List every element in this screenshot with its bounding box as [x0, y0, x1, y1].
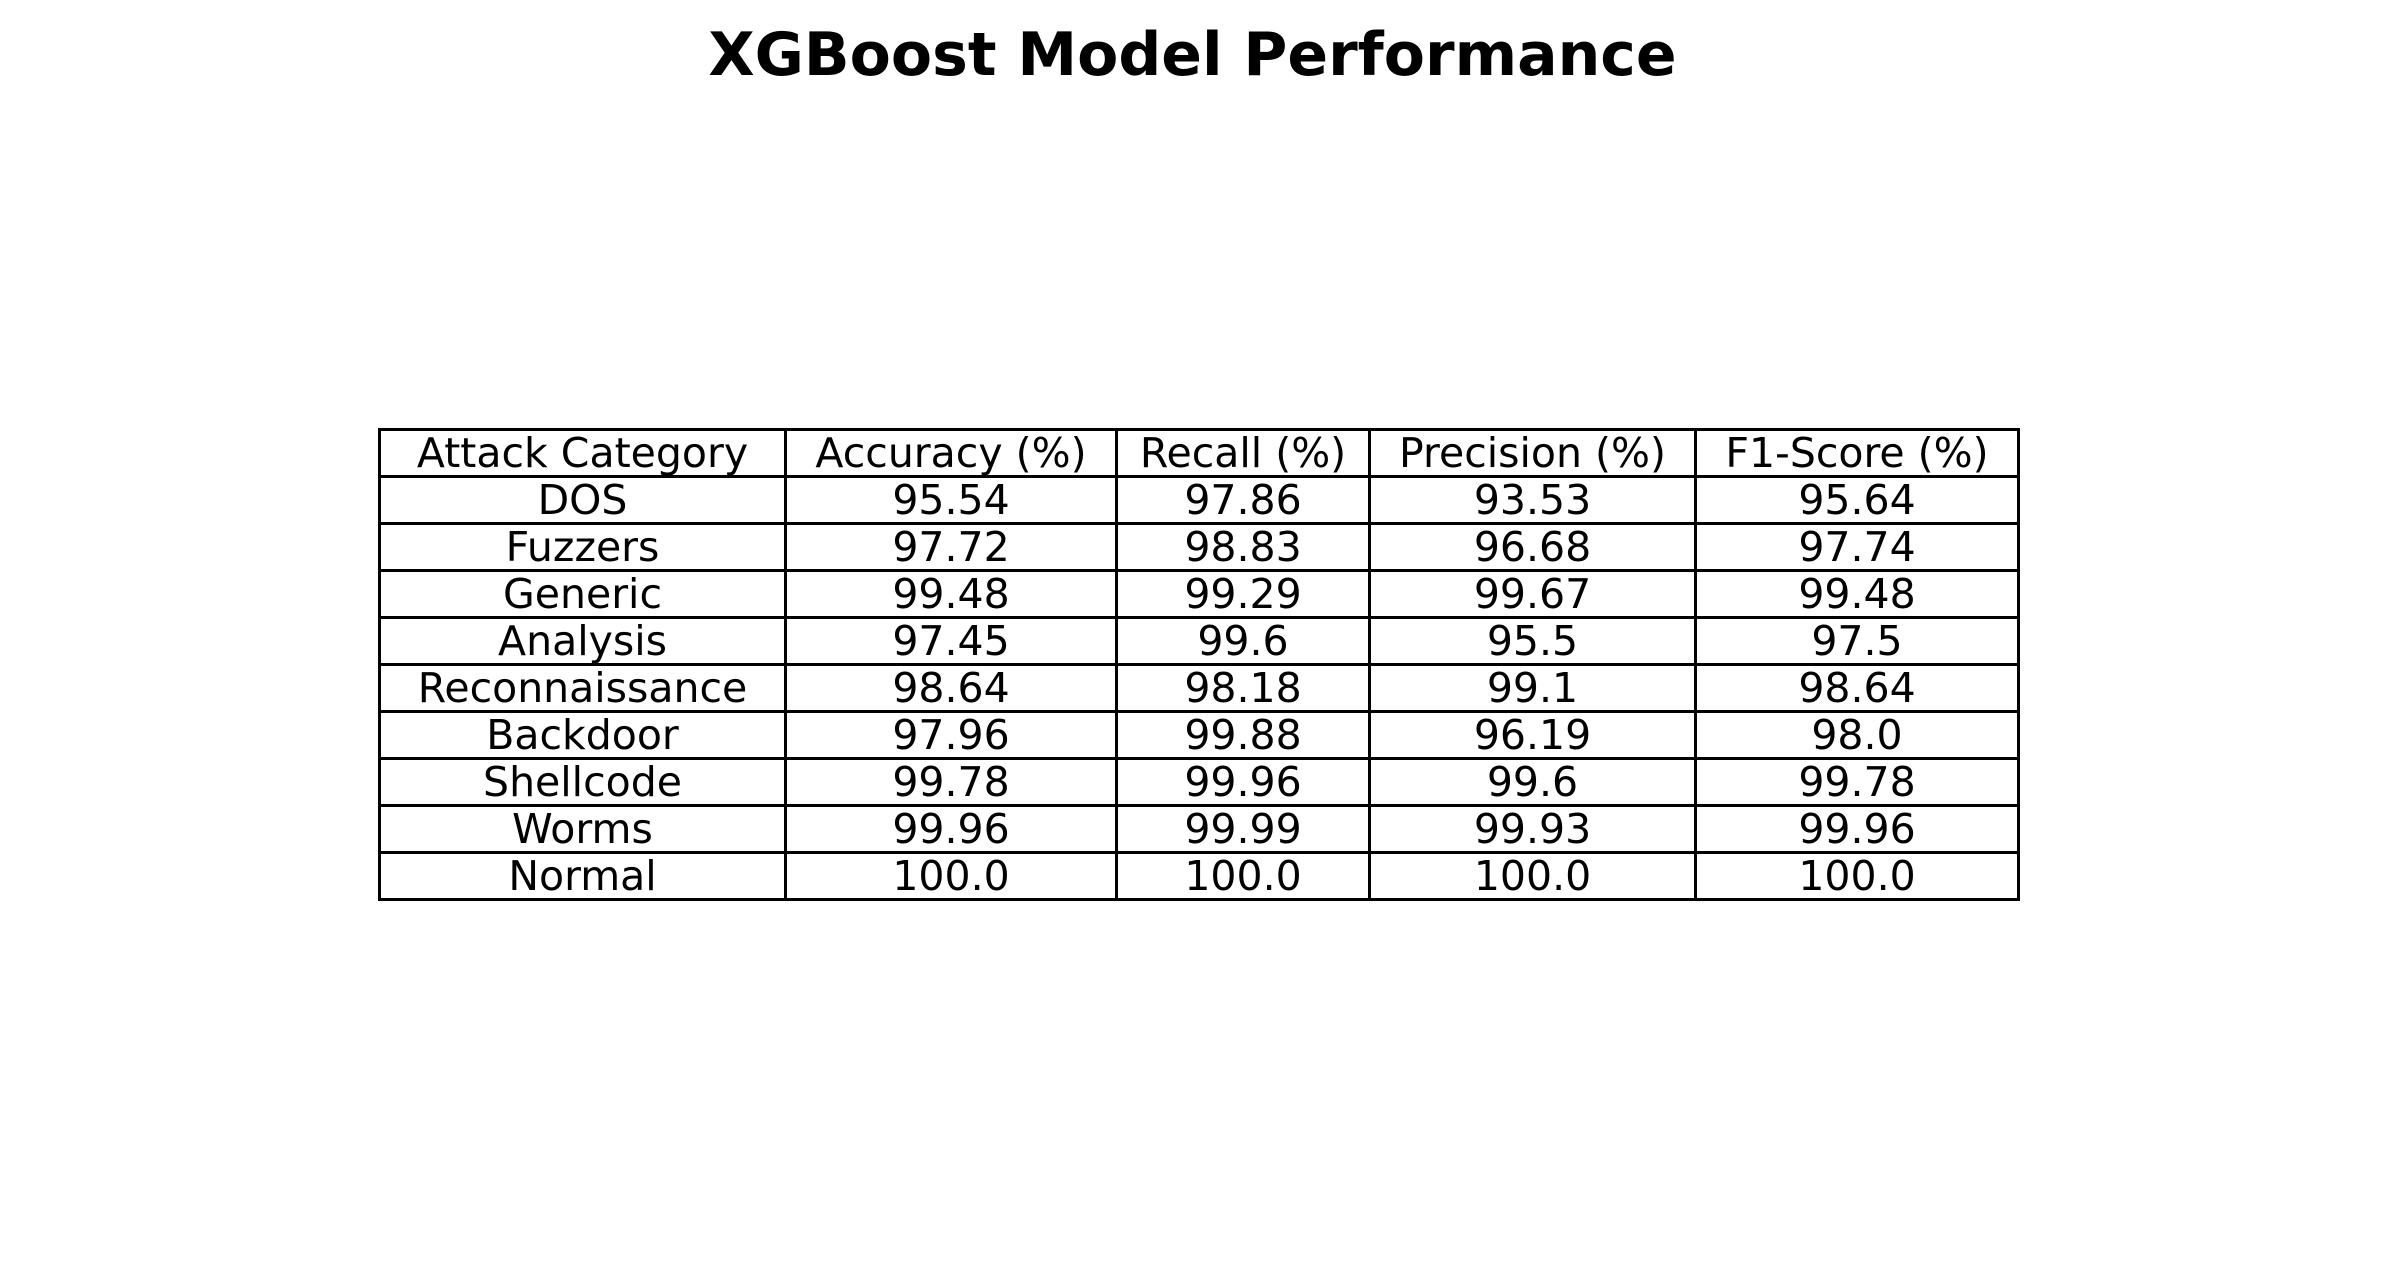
table-container: Attack Category Accuracy (%) Recall (%) … — [378, 428, 2020, 901]
table-cell: DOS — [378, 475, 787, 525]
table-cell: 99.96 — [1694, 804, 2020, 854]
table-cell: 95.5 — [1368, 616, 1697, 666]
table-cell: 97.86 — [1115, 475, 1371, 525]
table-cell: 93.53 — [1368, 475, 1697, 525]
performance-table: Attack Category Accuracy (%) Recall (%) … — [378, 428, 2020, 901]
table-row: Shellcode 99.78 99.96 99.6 99.78 — [378, 757, 2020, 807]
table-cell: 99.96 — [784, 804, 1118, 854]
table-row: Analysis 97.45 99.6 95.5 97.5 — [378, 616, 2020, 666]
table-cell: Shellcode — [378, 757, 787, 807]
table-cell: 95.54 — [784, 475, 1118, 525]
table-row: Reconnaissance 98.64 98.18 99.1 98.64 — [378, 663, 2020, 713]
table-cell: Worms — [378, 804, 787, 854]
table-cell: 97.96 — [784, 710, 1118, 760]
column-header: F1-Score (%) — [1694, 428, 2020, 478]
column-header: Attack Category — [378, 428, 787, 478]
table-header-row: Attack Category Accuracy (%) Recall (%) … — [378, 428, 2020, 478]
table-cell: 99.99 — [1115, 804, 1371, 854]
table-cell: Generic — [378, 569, 787, 619]
table-cell: 99.78 — [784, 757, 1118, 807]
table-cell: 99.93 — [1368, 804, 1697, 854]
table-row: Fuzzers 97.72 98.83 96.68 97.74 — [378, 522, 2020, 572]
table-row: Backdoor 97.96 99.88 96.19 98.0 — [378, 710, 2020, 760]
table-cell: 100.0 — [1368, 851, 1697, 901]
table-cell: 97.5 — [1694, 616, 2020, 666]
table-cell: 99.88 — [1115, 710, 1371, 760]
table-row: DOS 95.54 97.86 93.53 95.64 — [378, 475, 2020, 525]
table-cell: 100.0 — [1115, 851, 1371, 901]
column-header: Accuracy (%) — [784, 428, 1118, 478]
table-cell: 97.45 — [784, 616, 1118, 666]
table-cell: 99.67 — [1368, 569, 1697, 619]
table-cell: 98.64 — [784, 663, 1118, 713]
table-cell: 99.6 — [1115, 616, 1371, 666]
table-cell: 97.74 — [1694, 522, 2020, 572]
column-header: Precision (%) — [1368, 428, 1697, 478]
table-cell: 99.1 — [1368, 663, 1697, 713]
table-cell: 99.6 — [1368, 757, 1697, 807]
table-cell: Fuzzers — [378, 522, 787, 572]
table-cell: 99.78 — [1694, 757, 2020, 807]
table-cell: Normal — [378, 851, 787, 901]
table-row: Normal 100.0 100.0 100.0 100.0 — [378, 851, 2020, 901]
table-cell: 98.64 — [1694, 663, 2020, 713]
table-row: Generic 99.48 99.29 99.67 99.48 — [378, 569, 2020, 619]
table-cell: 99.48 — [1694, 569, 2020, 619]
table-cell: 97.72 — [784, 522, 1118, 572]
table-cell: 96.68 — [1368, 522, 1697, 572]
table-cell: 100.0 — [1694, 851, 2020, 901]
table-row: Worms 99.96 99.99 99.93 99.96 — [378, 804, 2020, 854]
table-cell: 99.96 — [1115, 757, 1371, 807]
table-cell: Analysis — [378, 616, 787, 666]
table-cell: 100.0 — [784, 851, 1118, 901]
table-cell: 98.83 — [1115, 522, 1371, 572]
table-cell: Reconnaissance — [378, 663, 787, 713]
table-cell: 99.29 — [1115, 569, 1371, 619]
table-cell: 95.64 — [1694, 475, 2020, 525]
table-cell: 98.0 — [1694, 710, 2020, 760]
table-cell: 99.48 — [784, 569, 1118, 619]
chart-title: XGBoost Model Performance — [708, 20, 1677, 90]
table-cell: Backdoor — [378, 710, 787, 760]
column-header: Recall (%) — [1115, 428, 1371, 478]
table-cell: 98.18 — [1115, 663, 1371, 713]
table-cell: 96.19 — [1368, 710, 1697, 760]
